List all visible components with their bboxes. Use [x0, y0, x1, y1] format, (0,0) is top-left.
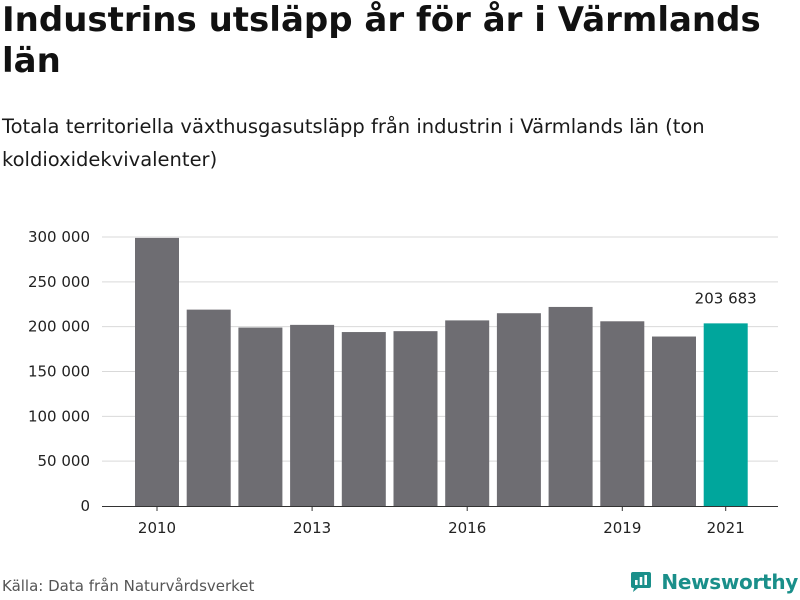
bar-highlight: [703, 323, 748, 506]
chart-subtitle: Totala territoriella växthusgasutsläpp f…: [2, 115, 705, 171]
x-tick-label: 2010: [138, 519, 176, 537]
bar: [186, 309, 231, 506]
newsworthy-logo-icon: [631, 572, 652, 592]
bar: [341, 332, 386, 506]
bar: [600, 321, 645, 506]
bar: [445, 320, 490, 506]
brand-name: Newsworthy: [661, 570, 798, 594]
bar-chart: 0 50 000 100 000 150 000 200 000 250 000 300 0…: [28, 228, 778, 537]
bar: [496, 313, 541, 506]
y-tick-label: 0: [80, 497, 90, 515]
bar: [238, 327, 283, 506]
y-tick-label: 150 000: [28, 363, 90, 381]
y-tick-label: 250 000: [28, 273, 90, 291]
bar: [135, 237, 179, 506]
y-tick-label: 50 000: [38, 452, 91, 470]
x-tick-label: 2016: [448, 519, 486, 537]
x-tick-label: 2013: [293, 519, 331, 537]
chart-title: Industrins utsläpp år för år i Värmlands…: [2, 0, 761, 81]
brand-logo: Newsworthy: [629, 568, 798, 596]
y-tick-label: 300 000: [28, 228, 90, 246]
x-tick-label: 2019: [603, 519, 641, 537]
bar: [548, 306, 593, 506]
x-tick-label: 2021: [707, 519, 745, 537]
source-note: Källa: Data från Naturvårdsverket: [2, 577, 255, 595]
bar: [652, 336, 696, 506]
y-tick-label: 200 000: [28, 318, 90, 336]
bar: [393, 331, 438, 506]
bar: [290, 324, 335, 506]
data-label: 203 683: [695, 289, 757, 307]
y-tick-label: 100 000: [28, 407, 90, 425]
